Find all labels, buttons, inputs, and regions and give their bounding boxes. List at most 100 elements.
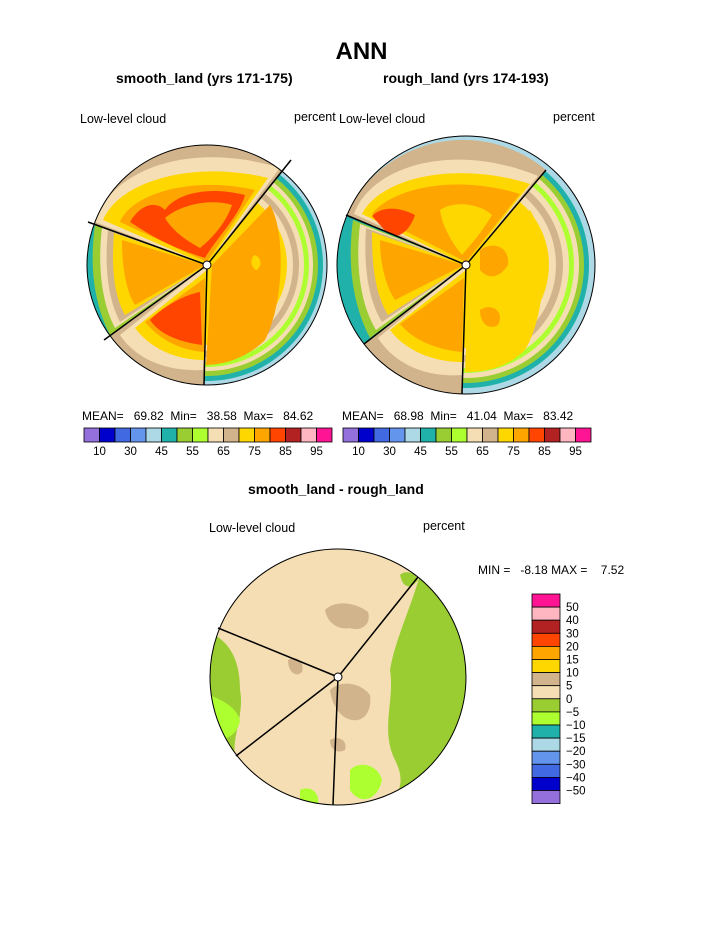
rough-right-yellow [465, 210, 543, 372]
diff-variable-label: Low-level cloud [209, 521, 296, 535]
smooth-colorbar-tick-label-3: 55 [186, 446, 199, 458]
smooth-colorbar-tick-label-7: 95 [310, 446, 323, 458]
diff-meridian-3 [235, 676, 339, 757]
rough-min-value: 41.04 [466, 409, 497, 423]
rough-colorbar-tick-label-6: 85 [538, 446, 551, 458]
diff-colorbar-swatch-12 [531, 632, 561, 647]
diff-colorbar-swatch-4 [531, 737, 561, 752]
smooth-colorbar-tick-label-4: 65 [217, 446, 230, 458]
diff-colorbar-tick-label-13: −40 [566, 772, 586, 784]
smooth-colorbar-tick-label-6: 85 [279, 446, 292, 458]
smooth-max-value: 84.62 [283, 409, 314, 423]
smooth-bottom-red-core [150, 292, 202, 345]
diff-colorbar-tick-label-6: 5 [566, 681, 572, 693]
diff-colorbar-swatch-7 [531, 698, 561, 713]
smooth-stats: MEAN= 69.82 Min= 38.58 Max= 84.62 [82, 409, 313, 423]
diff-pole [333, 672, 343, 682]
smooth-max-label: Max= [243, 409, 274, 423]
diff-colorbar-swatch-8 [531, 685, 561, 700]
smooth-colorbar-swatch-15 [316, 427, 333, 443]
rough-colorbar: 10 30 45 55 65 75 85 95 [342, 427, 592, 458]
smooth-mean-value: 69.82 [133, 409, 164, 423]
rough-colorbar-swatch-13 [544, 427, 561, 443]
smooth-colorbar-swatch-9 [223, 427, 240, 443]
rough-max-label: Max= [503, 409, 534, 423]
panel-title-rough: rough_land (yrs 174-193) [383, 70, 549, 86]
rough-colorbar-swatch-11 [513, 427, 530, 443]
diff-colorbar-tick-label-7: 0 [566, 694, 572, 706]
diff-colorbar-swatch-2 [531, 763, 561, 778]
rough-meridian-2 [465, 169, 547, 266]
rough-colorbar-swatch-15 [575, 427, 592, 443]
diff-max-label: MAX = [551, 563, 588, 577]
diff-bottom-lime [350, 764, 382, 800]
rough-colorbar-swatch-5 [420, 427, 437, 443]
smooth-colorbar-swatch-13 [285, 427, 302, 443]
diff-colorbar-swatch-14 [531, 606, 561, 621]
rough-meridian-1 [345, 214, 467, 266]
rough-colorbar-tick-label-7: 95 [569, 446, 582, 458]
smooth-colorbar-swatch-5 [161, 427, 178, 443]
diff-min-value: -8.18 [520, 563, 548, 577]
smooth-min-label: Min= [170, 409, 197, 423]
rough-meridian-3 [363, 264, 467, 345]
diff-colorbar-tick-label-5: 10 [566, 668, 579, 680]
diff-colorbar-tick-label-9: −10 [566, 720, 586, 732]
smooth-top-inner-orange [165, 202, 232, 248]
diff-colorbar-tick-label-12: −30 [566, 759, 586, 771]
smooth-colorbar-swatch-7 [192, 427, 209, 443]
page-title: ANN [335, 38, 388, 65]
diff-colorbar-tick-label-4: 15 [566, 655, 579, 667]
smooth-colorbar-tick-label-1: 30 [124, 446, 137, 458]
diff-center-tan-4 [330, 738, 346, 752]
rough-colorbar-swatch-10 [497, 427, 514, 443]
diff-meridian-4 [332, 676, 339, 806]
smooth-colorbar-swatch-14 [300, 427, 317, 443]
diff-right-green-patch [420, 658, 434, 674]
smooth-map-border [86, 144, 328, 386]
diff-center-tan-3 [330, 683, 371, 721]
smooth-mean-label: MEAN= [82, 409, 124, 423]
diff-center-tan [325, 603, 369, 630]
smooth-colorbar-swatch-6 [176, 427, 193, 443]
rough-colorbar-tick-label-5: 75 [507, 446, 520, 458]
rough-colorbar-swatch-8 [466, 427, 483, 443]
smooth-colorbar-swatch-10 [238, 427, 255, 443]
smooth-meridian-2 [206, 159, 292, 266]
rough-map [337, 136, 595, 394]
smooth-left-orange [122, 240, 205, 305]
rough-pole [461, 260, 471, 270]
diff-colorbar-swatch-9 [531, 672, 561, 687]
smooth-meridian-3 [103, 264, 208, 341]
rough-colorbar-tick-label-0: 10 [352, 446, 365, 458]
rough-colorbar-swatch-9 [482, 427, 499, 443]
diff-meridian-1 [217, 627, 339, 678]
rough-mean-label: MEAN= [342, 409, 384, 423]
smooth-colorbar-tick-label-2: 45 [155, 446, 168, 458]
rough-colorbar-swatch-4 [404, 427, 421, 443]
diff-map-border [209, 548, 467, 806]
smooth-colorbar-swatch-2 [114, 427, 131, 443]
smooth-colorbar-swatch-8 [207, 427, 224, 443]
panel-title-diff: smooth_land - rough_land [248, 481, 424, 497]
diff-colorbar-tick-label-8: −5 [566, 707, 579, 719]
rough-top-red-patch [372, 208, 415, 237]
smooth-colorbar-tick-label-0: 10 [93, 446, 106, 458]
diff-colorbar-swatch-11 [531, 646, 561, 660]
rough-right-orange-patch [480, 245, 509, 277]
rough-top-yellow-patch [440, 204, 492, 255]
diff-colorbar-swatch-1 [531, 777, 561, 791]
rough-colorbar-tick-label-3: 55 [445, 446, 458, 458]
diff-units-label: percent [423, 519, 465, 533]
rough-colorbar-tick-label-1: 30 [383, 446, 396, 458]
rough-mean-value: 68.98 [393, 409, 424, 423]
rough-colorbar-swatch-12 [528, 427, 545, 443]
rough-meridian-4 [461, 264, 467, 395]
diff-colorbar-swatch-15 [531, 593, 561, 608]
smooth-colorbar-swatch-0 [83, 427, 100, 443]
diff-colorbar-tick-label-10: −15 [566, 733, 586, 745]
smooth-meridian-1 [87, 221, 208, 266]
rough-colorbar-swatch-14 [559, 427, 576, 443]
